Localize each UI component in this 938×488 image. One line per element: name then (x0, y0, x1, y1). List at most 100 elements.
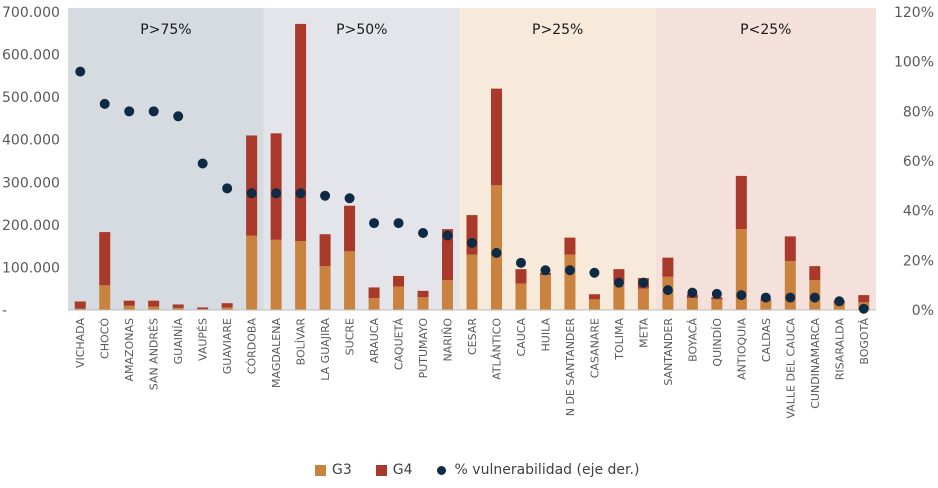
bar-g4-cesar (466, 215, 478, 255)
bar-g4-bogota (858, 295, 870, 303)
legend-label-g3: G3 (332, 462, 352, 478)
legend-swatch-g4 (375, 464, 387, 476)
legend-label-g4: G4 (392, 462, 413, 478)
bar-g3-guaviare (221, 307, 233, 310)
y-left-tick: 200.000 (2, 218, 60, 234)
point-meta (638, 277, 649, 288)
point-atlantico (491, 247, 502, 258)
bar-g4-cauca (515, 269, 527, 284)
bar-g4-guainia (172, 304, 184, 308)
x-label-vichada: VICHADA (74, 318, 87, 369)
point-caqueta (393, 218, 404, 229)
point-arauca (369, 218, 380, 229)
legend-item-g4: G4 (375, 462, 413, 478)
point-san-andres (148, 106, 159, 117)
legend-label-vulnerability: % vulnerabilidad (eje der.) (454, 462, 640, 478)
bar-g3-n-de-santander (564, 254, 576, 310)
bar-g3-boyaca (686, 298, 698, 310)
point-putumayo (418, 228, 429, 239)
bar-g4-vichada (74, 301, 86, 309)
x-label-putumayo: PUTUMAYO (417, 318, 430, 379)
x-label-arauca: ARAUCA (368, 318, 381, 364)
point-santander (662, 285, 673, 296)
bar-g3-meta (637, 288, 649, 310)
x-label-la-guajira: LA GUAJIRA (319, 318, 332, 381)
bar-g4-vaupes (197, 307, 209, 310)
band-label-1: P>75% (140, 22, 191, 38)
x-label-risaralda: RISARALDA (833, 318, 846, 381)
band-2 (263, 8, 460, 310)
y-left-tick: - (2, 303, 7, 319)
bar-g4-san-andres (148, 300, 160, 307)
bar-g3-valle-del-cauca (784, 261, 796, 310)
bar-g4-amazonas (123, 300, 135, 306)
x-label-boyaca: BOYACÁ (686, 318, 699, 362)
point-risaralda (834, 296, 845, 307)
bar-g3-tolima (613, 281, 625, 310)
point-narino (442, 230, 453, 241)
x-label-bolivar: BOLÍVAR (295, 318, 308, 366)
bar-g4-choco (99, 232, 111, 286)
x-label-huila: HUILA (539, 318, 552, 352)
legend-item-vulnerability: % vulnerabilidad (eje der.) (436, 462, 640, 478)
point-choco (99, 98, 110, 109)
point-cauca (515, 257, 526, 268)
bar-g3-casanare (588, 299, 600, 310)
x-label-atlantico: ATLÁNTICO (490, 318, 503, 380)
x-label-antioquia: ANTIOQUIA (735, 318, 748, 380)
x-label-narino: NARIÑO (442, 318, 455, 362)
x-label-santander: SANTANDER (662, 318, 675, 386)
bar-g3-antioquia (735, 229, 747, 310)
bar-g4-la-guajira (319, 234, 331, 267)
x-label-bogota: BOGOTÁ (858, 318, 871, 365)
bar-g4-cundinamarca (809, 266, 821, 281)
x-label-meta: META (637, 318, 650, 348)
bar-g3-choco (99, 285, 111, 310)
y-right-tick: 100% (894, 55, 934, 71)
bar-g4-valle-del-cauca (784, 236, 796, 262)
point-caldas (760, 292, 771, 303)
y-left-tick: 500.000 (2, 90, 60, 106)
x-label-cundinamarca: CUNDINAMARCA (809, 318, 822, 409)
bar-g4-putumayo (417, 290, 429, 298)
bar-g3-amazonas (123, 305, 135, 310)
bar-g4-casanare (588, 294, 600, 300)
band-1 (68, 8, 264, 310)
x-label-vaupes: VAUPÉS (197, 318, 210, 361)
point-cundinamarca (809, 292, 820, 303)
x-label-guainia: GUAINÍA (172, 318, 185, 365)
point-huila (540, 265, 551, 276)
bar-g3-guainia (172, 307, 184, 310)
y-left-tick: 100.000 (2, 260, 60, 276)
y-right-tick: 20% (903, 253, 934, 269)
point-vaupes (197, 158, 208, 169)
point-cesar (467, 237, 477, 248)
bar-g3-caldas (760, 300, 772, 310)
point-magdalena (271, 188, 282, 199)
point-guainia (173, 111, 184, 122)
point-cordoba (246, 188, 257, 199)
bar-g4-atlantico (490, 88, 502, 186)
point-n-de-santander (564, 265, 575, 276)
bar-g3-cauca (515, 283, 527, 310)
legend-item-g3: G3 (315, 462, 352, 478)
x-label-caldas: CALDAS (760, 318, 773, 362)
x-label-cesar: CESAR (466, 318, 479, 355)
bar-g3-putumayo (417, 297, 429, 310)
band-3 (459, 8, 656, 310)
legend: G3 G4 % vulnerabilidad (eje der.) (315, 462, 663, 478)
x-label-n-de-santander: N DE SANTANDER (564, 318, 577, 417)
bar-g3-quindio (711, 299, 723, 310)
point-quindio (711, 288, 722, 299)
y-right-tick: 80% (903, 104, 934, 120)
y-right-tick: 0% (912, 303, 934, 319)
x-label-san-andres: SAN ANDRÉS (148, 318, 161, 390)
bar-g3-risaralda (833, 303, 845, 310)
bar-g4-antioquia (735, 175, 747, 230)
bar-g3-magdalena (270, 239, 282, 310)
y-left-tick: 400.000 (2, 133, 60, 149)
band-label-4: P<25% (740, 22, 791, 38)
bar-g3-caqueta (393, 286, 405, 310)
bar-g3-huila (539, 275, 551, 310)
